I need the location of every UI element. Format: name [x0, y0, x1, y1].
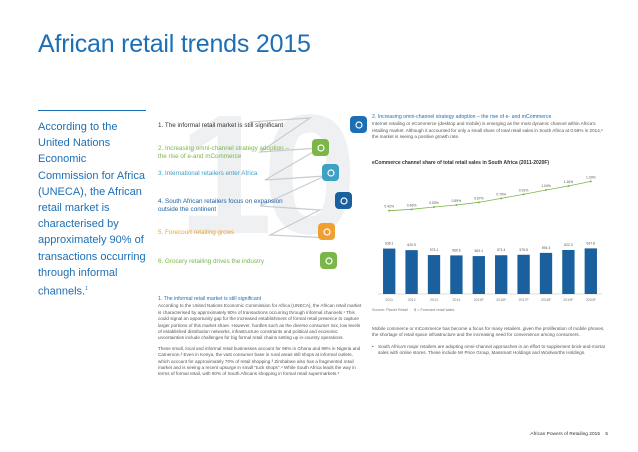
page-footer: African Powers of Retailing 2015 5: [530, 432, 608, 437]
x-tick-label: 2012: [408, 298, 416, 302]
ecommerce-share-line: [389, 180, 591, 212]
x-tick-label: 2014: [452, 298, 460, 302]
line-value-label: 1.30%: [586, 175, 596, 179]
x-tick-label: 2016F: [496, 298, 507, 302]
bar: [450, 255, 463, 294]
line-value-label: 1.16%: [564, 180, 574, 184]
trend-item-5: 5. Forecourt retailing grows: [158, 229, 235, 236]
bar: [405, 250, 418, 294]
line-value-label: 0.42%: [384, 205, 394, 209]
search-africa-icon: [335, 192, 352, 209]
bar-value-label: 594.3: [542, 246, 551, 250]
line-value-label: 0.79%: [496, 192, 506, 196]
x-tick-label: 2020F: [586, 298, 597, 302]
trend-item-6: 6. Grocery retailing drives the industry: [158, 258, 265, 265]
x-tick-label: 2013: [430, 298, 438, 302]
divider: [38, 110, 146, 111]
x-tick-label: 2017F: [518, 298, 529, 302]
line-value-label: 0.91%: [519, 188, 529, 192]
bar-value-label: 620.9: [407, 243, 416, 247]
right-body-heading: 2. Increasing omni-channel strategy adop…: [372, 114, 552, 120]
chart-title: eCommerce channel share of total retail …: [372, 160, 550, 166]
x-tick-label: 2019F: [563, 298, 574, 302]
trend-connector-graphic: [249, 117, 331, 239]
growth-bars-icon: [320, 252, 337, 269]
right-bottom-paragraph: Mobile commerce or mCommerce has become …: [372, 326, 605, 338]
hand-money-icon: [350, 116, 367, 133]
chart-legend: Source: Planet Retail $ = Forecast retai…: [372, 308, 454, 312]
x-tick-label: 2011: [385, 298, 393, 302]
pull-quote-text: According to the United Nations Economic…: [38, 121, 146, 298]
mobile-shop-icon: [312, 139, 329, 156]
legend-source: Source: Planet Retail: [372, 308, 408, 312]
bar: [562, 249, 575, 294]
left-paragraph-2: These small, local and informal retail b…: [158, 345, 361, 377]
bar: [383, 248, 396, 294]
bar: [517, 254, 530, 294]
bar-value-label: 569.6: [452, 248, 461, 252]
right-intro: 2. Increasing omni-channel strategy adop…: [372, 114, 608, 141]
trend-item-4: 4. South African retailers focus on expa…: [158, 198, 283, 213]
right-intro-paragraph: Internet retailing or eCommerce (desktop…: [372, 121, 603, 140]
right-bottom: Mobile commerce or mCommerce has become …: [372, 326, 608, 357]
trend-item-1: 1. The informal retail market is still s…: [158, 122, 284, 129]
x-tick-label: 2018F: [541, 298, 552, 302]
x-tick-label: 2015F: [474, 298, 485, 302]
left-paragraph-1: According to the United Nations Economic…: [158, 303, 362, 341]
left-body-heading: 1. The informal retail market is still s…: [158, 296, 262, 302]
right-bullet-text: South Africa's major retailers are adopt…: [378, 343, 606, 356]
page-title: African retail trends 2015: [38, 30, 311, 58]
bar-value-label: 636.1: [385, 242, 394, 246]
line-value-label: 0.67%: [474, 196, 484, 200]
right-bullet: • South Africa's major retailers are ado…: [372, 343, 606, 356]
bar: [584, 248, 597, 294]
bar-value-label: 622.3: [564, 243, 573, 247]
line-value-label: 0.46%: [407, 203, 417, 207]
globe-icon: [322, 164, 339, 181]
bar-value-label: 637.8: [587, 241, 596, 245]
bar-value-label: 573.1: [430, 248, 439, 252]
ecommerce-chart: 636.1 2011 0.42% 620.9 2012 0.46% 573.1 2013 0.5…: [378, 175, 602, 302]
bar: [539, 252, 553, 294]
footer-text: African Powers of Retailing 2015: [530, 432, 600, 437]
bar: [472, 256, 485, 294]
line-value-label: 1.04%: [541, 184, 551, 188]
trend-item-2: 2. Increasing omni-channel strategy adop…: [158, 145, 289, 160]
legend-forecast: $ = Forecast retail sales: [414, 308, 455, 312]
page-number: 5: [605, 432, 608, 437]
bar: [427, 255, 441, 294]
bar: [495, 255, 508, 294]
pull-quote: According to the United Nations Economic…: [38, 119, 146, 300]
pull-quote-footnote: 1: [85, 286, 88, 293]
line-value-label: 0.53%: [429, 201, 439, 205]
bar-value-label: 575.8: [519, 248, 528, 252]
line-value-label: 0.59%: [452, 199, 462, 203]
bar-value-label: 571.4: [497, 248, 506, 252]
bar-value-label: 563.1: [475, 249, 484, 253]
fuel-icon: [318, 223, 335, 240]
trend-item-3: 3. International retailers enter Africa: [158, 170, 258, 177]
left-body: 1. The informal retail market is still s…: [158, 296, 363, 378]
